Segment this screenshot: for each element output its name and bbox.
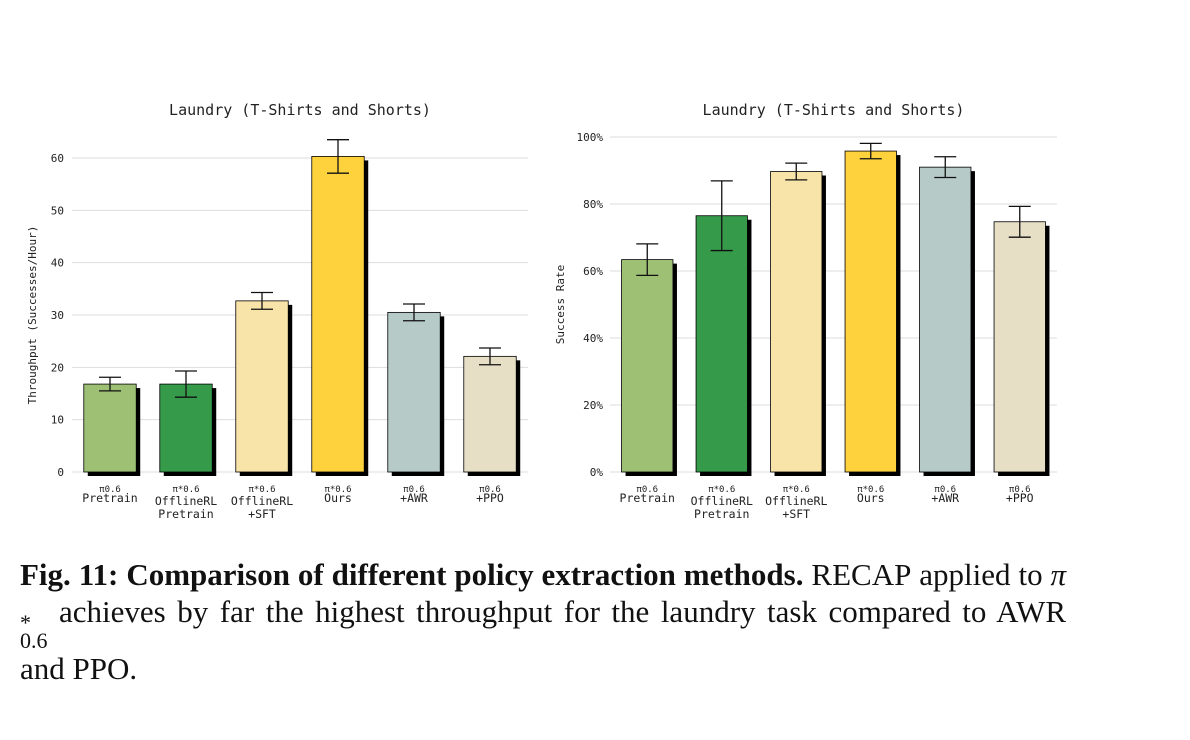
x-tick-label: +SFT: [782, 507, 810, 521]
bar: [993, 221, 1046, 473]
bar: [695, 215, 748, 473]
y-axis-label: Success Rate: [554, 265, 567, 344]
x-tick-label: Ours: [857, 491, 885, 505]
math-symbol: π: [1050, 557, 1067, 592]
error-bar: [403, 303, 425, 322]
error-bar: [327, 139, 349, 174]
error-bar: [636, 243, 659, 277]
error-bar: [859, 142, 882, 160]
bar: [770, 171, 823, 473]
y-axis-label: Throughput (Successes/Hour): [26, 226, 39, 405]
y-tick-label: 0: [57, 466, 64, 479]
bar: [844, 150, 897, 473]
x-tick-label: π*0.6: [324, 485, 351, 495]
figure: Laundry (T-Shirts and Shorts) Throughput …: [26, 101, 1057, 521]
error-bar: [251, 291, 273, 310]
x-tick-label: OfflineRL: [765, 494, 827, 508]
x-tick-label: Pretrain: [158, 507, 213, 521]
x-tick-label: +AWR: [400, 491, 428, 505]
x-tick-label: Ours: [324, 491, 352, 505]
method-name: RECAP: [811, 557, 912, 592]
x-tick-label: OfflineRL: [155, 494, 217, 508]
error-bar: [785, 162, 808, 181]
math-scripts: * 0.6: [20, 610, 48, 653]
y-tick-label: 40%: [583, 332, 603, 345]
y-tick-label: 30: [51, 309, 64, 322]
x-tick-label: π0.6: [636, 485, 658, 495]
y-tick-label: 20%: [583, 399, 603, 412]
x-tick-label: +PPO: [1006, 491, 1034, 505]
error-bar: [479, 347, 501, 366]
x-tick-label: +SFT: [248, 507, 276, 521]
bar: [311, 156, 365, 473]
y-tick-label: 80%: [583, 198, 603, 211]
bar: [387, 311, 441, 473]
caption-text: achieves by far the highest throughput f…: [20, 594, 1067, 686]
y-tick-label: 100%: [577, 131, 604, 144]
x-tick-label: π0.6: [403, 485, 425, 495]
x-tick-label: π*0.6: [857, 485, 884, 495]
bar: [463, 355, 517, 473]
caption: Fig. 11: Comparison of different policy …: [20, 556, 1066, 687]
error-bar: [99, 376, 121, 392]
math-sup: *: [20, 610, 31, 635]
x-tick-label: π*0.6: [783, 485, 810, 495]
x-tick-label: +PPO: [476, 491, 504, 505]
error-bar: [175, 370, 197, 398]
x-tick-label: π*0.6: [708, 485, 735, 495]
math-sub: 0.6: [20, 628, 48, 653]
x-tick-label: π*0.6: [172, 485, 199, 495]
error-bar: [934, 156, 957, 179]
caption-label: Fig. 11:: [20, 557, 119, 592]
caption-heading: Comparison of different policy extractio…: [126, 557, 804, 592]
x-tick-label: OfflineRL: [231, 494, 293, 508]
x-tick-label: Pretrain: [82, 491, 137, 505]
x-tick-label: π*0.6: [248, 485, 275, 495]
chart-title: Laundry (T-Shirts and Shorts): [703, 101, 965, 119]
chart-title: Laundry (T-Shirts and Shorts): [169, 101, 431, 119]
x-tick-label: π0.6: [479, 485, 501, 495]
error-bar: [710, 180, 733, 252]
x-tick-label: π0.6: [934, 485, 956, 495]
y-tick-label: 60%: [583, 265, 603, 278]
x-tick-label: OfflineRL: [691, 494, 753, 508]
y-tick-label: 10: [51, 414, 64, 427]
x-tick-label: π0.6: [99, 485, 121, 495]
y-tick-label: 50: [51, 204, 64, 217]
bar: [621, 259, 674, 473]
x-tick-label: Pretrain: [620, 491, 675, 505]
x-tick-label: +AWR: [931, 491, 959, 505]
bar: [235, 300, 289, 473]
y-tick-label: 0%: [590, 466, 604, 479]
x-tick-label: π0.6: [1009, 485, 1031, 495]
bar: [83, 383, 137, 473]
error-bar: [1008, 205, 1031, 238]
y-tick-label: 20: [51, 361, 64, 374]
caption-text: applied to: [919, 557, 1043, 592]
x-tick-label: Pretrain: [694, 507, 749, 521]
y-tick-label: 40: [51, 257, 64, 270]
y-tick-label: 60: [51, 152, 64, 165]
bar: [919, 166, 972, 473]
